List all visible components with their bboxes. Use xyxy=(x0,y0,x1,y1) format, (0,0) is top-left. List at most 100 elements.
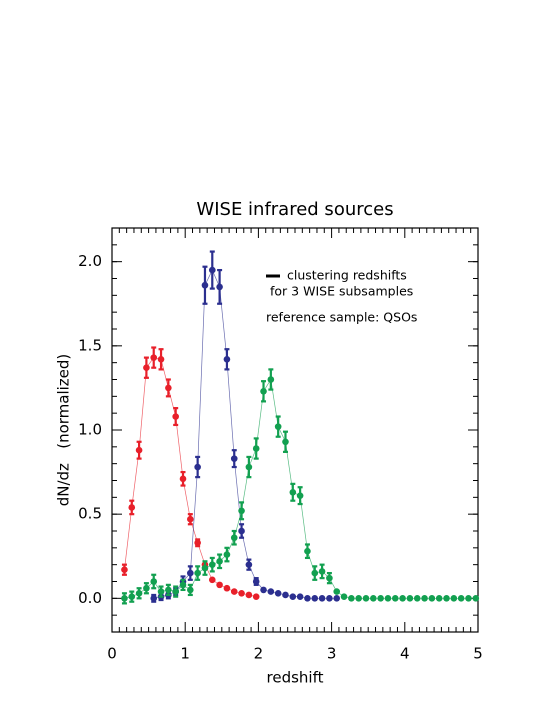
data-point xyxy=(326,574,333,582)
data-point xyxy=(187,586,194,594)
x-tick-label: 3 xyxy=(327,645,337,663)
data-point xyxy=(391,595,399,602)
data-point xyxy=(230,455,238,462)
data-point xyxy=(267,588,275,595)
data-point xyxy=(150,578,158,585)
x-axis-label: redshift xyxy=(267,669,324,687)
x-tick-label: 5 xyxy=(473,645,483,663)
data-point xyxy=(223,551,231,558)
data-point xyxy=(172,588,179,595)
data-point xyxy=(304,595,311,602)
data-point xyxy=(135,589,143,597)
data-point xyxy=(282,591,289,599)
data-point xyxy=(252,578,260,585)
data-point xyxy=(208,561,216,568)
x-tick-label: 2 xyxy=(254,645,264,663)
data-point xyxy=(172,413,179,420)
data-point xyxy=(128,593,136,600)
data-point xyxy=(421,595,428,602)
y-tick-label: 1.0 xyxy=(78,421,102,439)
y-tick-label: 0.0 xyxy=(78,589,102,607)
data-point xyxy=(326,595,333,602)
data-point xyxy=(245,561,253,568)
data-point xyxy=(128,504,136,511)
data-point xyxy=(194,463,201,471)
data-point xyxy=(443,595,450,602)
data-point xyxy=(377,595,384,602)
data-point xyxy=(150,595,158,602)
data-point xyxy=(216,283,223,291)
data-point xyxy=(143,364,150,372)
data-point xyxy=(406,595,414,602)
annotation: clustering redshifts xyxy=(287,268,407,283)
data-point xyxy=(267,376,275,383)
data-point xyxy=(187,515,194,523)
data-point xyxy=(260,586,267,594)
data-point xyxy=(245,591,253,599)
data-point xyxy=(384,595,392,602)
data-point xyxy=(304,547,311,555)
data-point xyxy=(450,595,458,602)
data-point xyxy=(472,595,480,602)
x-tick-label: 4 xyxy=(400,645,410,663)
data-point xyxy=(121,595,128,602)
data-point xyxy=(296,492,304,499)
data-point xyxy=(194,569,201,577)
y-tick-label: 0.5 xyxy=(78,505,102,523)
data-point xyxy=(311,595,319,602)
data-point xyxy=(282,438,289,446)
data-point xyxy=(465,595,472,602)
data-point xyxy=(413,595,421,602)
data-point xyxy=(457,595,465,602)
data-point xyxy=(318,568,326,575)
data-point xyxy=(245,463,253,471)
data-point xyxy=(216,581,223,589)
y-tick-label: 1.5 xyxy=(78,336,102,354)
data-point xyxy=(296,593,304,600)
data-point xyxy=(179,581,187,589)
data-point xyxy=(201,564,209,572)
data-point xyxy=(135,446,143,454)
data-point xyxy=(157,588,165,595)
y-axis-label: dN/dz (normalized) xyxy=(55,354,73,507)
data-point xyxy=(194,539,201,547)
data-point xyxy=(289,593,297,600)
data-point xyxy=(355,595,362,602)
data-point xyxy=(340,593,348,600)
data-point xyxy=(223,356,231,363)
data-point xyxy=(318,595,326,602)
annotation: for 3 WISE subsamples xyxy=(270,284,413,299)
annotation: reference sample: QSOs xyxy=(266,310,417,325)
data-point xyxy=(274,589,282,597)
data-point xyxy=(165,384,172,392)
chart-title: WISE infrared sources xyxy=(196,199,393,220)
y-tick-label: 2.0 xyxy=(78,252,102,270)
data-point xyxy=(370,595,377,602)
data-point xyxy=(333,588,341,595)
data-point xyxy=(201,281,209,289)
data-point xyxy=(216,558,223,565)
data-point xyxy=(252,593,260,600)
data-point xyxy=(121,566,128,574)
data-point xyxy=(208,266,216,274)
data-point xyxy=(260,387,267,395)
data-point xyxy=(274,423,282,430)
data-point xyxy=(157,356,165,363)
data-point xyxy=(187,569,194,577)
x-tick-label: 0 xyxy=(107,645,117,663)
data-point xyxy=(143,584,150,592)
data-point xyxy=(399,595,406,602)
data-point xyxy=(230,588,238,595)
data-point xyxy=(252,445,260,452)
data-point xyxy=(333,595,341,602)
data-point xyxy=(348,595,355,602)
data-point xyxy=(150,354,158,361)
data-point xyxy=(362,595,370,602)
x-tick-label: 1 xyxy=(180,645,190,663)
data-point xyxy=(179,475,187,483)
data-point xyxy=(311,569,319,577)
data-point xyxy=(238,527,245,535)
data-point xyxy=(230,534,238,542)
